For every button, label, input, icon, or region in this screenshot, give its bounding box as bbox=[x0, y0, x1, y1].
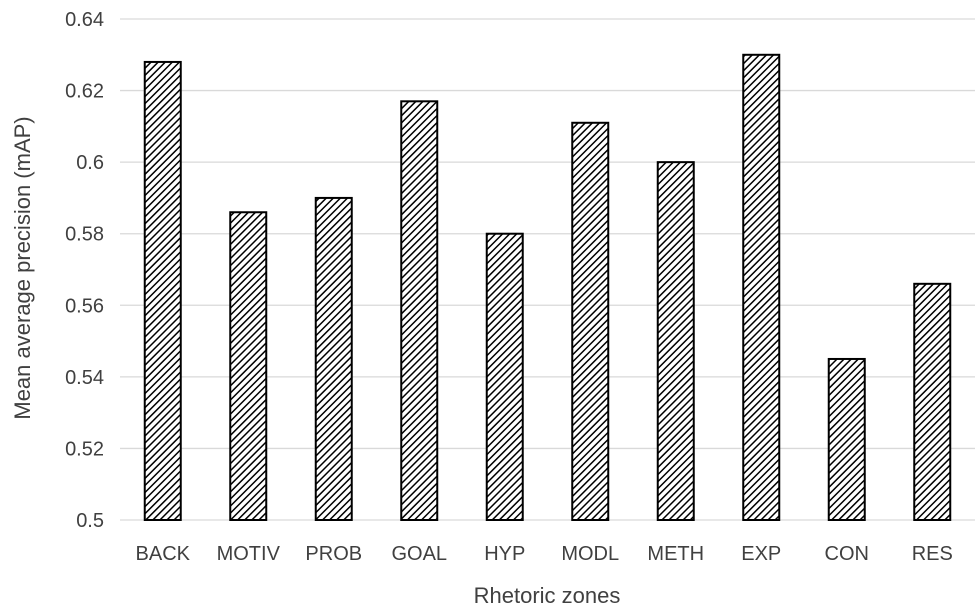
bar-exp bbox=[742, 53, 781, 522]
bar-motiv bbox=[229, 211, 268, 521]
y-tick-label: 0.64 bbox=[65, 9, 104, 31]
bar-res bbox=[913, 282, 952, 522]
x-axis-title: Rhetoric zones bbox=[474, 583, 621, 608]
y-tick-label: 0.56 bbox=[65, 295, 104, 317]
x-tick-label: BACK bbox=[136, 543, 191, 565]
y-tick-label: 0.58 bbox=[65, 224, 104, 246]
y-tick-label: 0.54 bbox=[65, 367, 104, 389]
y-tick-label: 0.52 bbox=[65, 438, 104, 460]
x-tick-label: CON bbox=[825, 543, 869, 565]
x-tick-label: PROB bbox=[305, 543, 362, 565]
y-tick-label: 0.5 bbox=[76, 510, 104, 532]
bar-goal bbox=[400, 100, 439, 522]
y-axis-title: Mean average precision (mAP) bbox=[10, 116, 35, 419]
y-tick-label: 0.6 bbox=[76, 152, 104, 174]
x-tick-label: MOTIV bbox=[217, 543, 281, 565]
bar-meth bbox=[656, 161, 695, 521]
bar-modl bbox=[571, 121, 610, 522]
x-tick-label: HYP bbox=[484, 543, 525, 565]
x-tick-labels: BACK MOTIV PROB GOAL HYP MODL METH EXP CON RES bbox=[136, 543, 953, 565]
bars bbox=[143, 53, 952, 522]
x-tick-label: MODL bbox=[561, 543, 619, 565]
x-tick-label: RES bbox=[912, 543, 953, 565]
x-tick-label: GOAL bbox=[391, 543, 447, 565]
bar-back bbox=[143, 60, 182, 521]
y-tick-label: 0.62 bbox=[65, 81, 104, 103]
bar-prob bbox=[314, 196, 353, 522]
bar-con bbox=[827, 357, 866, 522]
x-tick-label: METH bbox=[647, 543, 704, 565]
y-tick-labels: 0.5 0.52 0.54 0.56 0.58 0.6 0.62 0.64 bbox=[65, 9, 104, 532]
bar-hyp bbox=[485, 232, 524, 521]
x-tick-label: EXP bbox=[741, 543, 781, 565]
